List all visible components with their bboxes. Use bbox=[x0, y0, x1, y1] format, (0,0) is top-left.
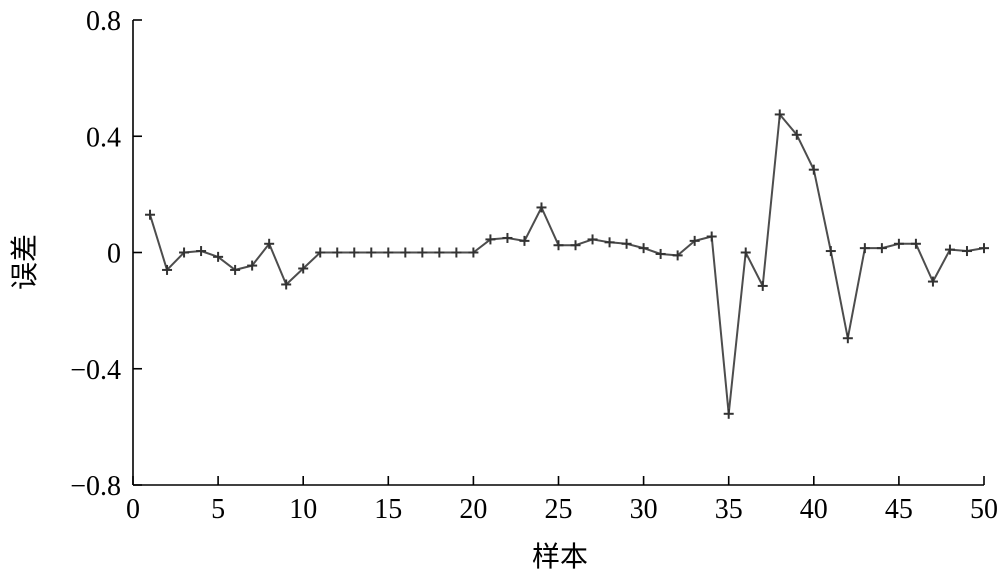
data-point-marker bbox=[570, 240, 581, 251]
data-point-marker bbox=[706, 231, 717, 242]
data-point-marker bbox=[859, 243, 870, 254]
data-point-marker bbox=[553, 240, 564, 251]
axes: 0.80.40−0.4−0.80 5 10 15 20 25 30 35 40 45 50 bbox=[70, 6, 998, 525]
x-tick-label: 40 bbox=[800, 494, 828, 525]
data-point-marker bbox=[434, 247, 445, 258]
x-tick-label: 35 bbox=[715, 494, 743, 525]
y-tick-label: −0.4 bbox=[70, 355, 121, 386]
x-tick-label: 45 bbox=[885, 494, 913, 525]
data-point-marker bbox=[979, 243, 989, 254]
data-point-marker bbox=[145, 209, 156, 220]
data-point-marker bbox=[689, 235, 700, 246]
data-point-marker bbox=[893, 238, 904, 249]
x-tick-label: 0 bbox=[126, 494, 140, 525]
data-point-marker bbox=[587, 234, 598, 245]
data-point-marker bbox=[247, 260, 258, 271]
data-point-marker bbox=[757, 280, 768, 291]
data-point-marker bbox=[774, 109, 785, 120]
x-axis-label: 样本 bbox=[532, 540, 588, 573]
data-point-marker bbox=[842, 333, 853, 344]
data-point-marker bbox=[230, 264, 241, 275]
data-point-marker bbox=[536, 202, 547, 213]
data-point-marker bbox=[876, 243, 887, 254]
data-point-marker bbox=[349, 247, 360, 258]
data-point-marker bbox=[808, 164, 819, 175]
x-tick-label: 15 bbox=[374, 494, 402, 525]
data-point-marker bbox=[383, 247, 394, 258]
data-point-marker bbox=[281, 279, 292, 290]
y-tick-label: −0.8 bbox=[70, 471, 121, 502]
x-tick-label: 5 bbox=[211, 494, 225, 525]
series-group bbox=[145, 109, 989, 419]
data-point-marker bbox=[927, 276, 938, 287]
y-tick-label: 0.8 bbox=[86, 6, 121, 37]
data-point-marker bbox=[621, 238, 632, 249]
data-point-marker bbox=[740, 247, 751, 258]
data-point-marker bbox=[502, 232, 513, 243]
y-tick-label: 0.4 bbox=[86, 122, 121, 153]
data-point-marker bbox=[655, 248, 666, 259]
data-point-marker bbox=[196, 246, 207, 257]
data-point-marker bbox=[604, 237, 615, 248]
data-point-marker bbox=[213, 251, 224, 262]
data-point-marker bbox=[468, 247, 479, 258]
data-point-marker bbox=[519, 235, 530, 246]
data-point-marker bbox=[179, 247, 190, 258]
data-point-marker bbox=[638, 243, 649, 254]
data-point-marker bbox=[162, 264, 173, 275]
x-tick-label: 20 bbox=[459, 494, 487, 525]
x-tick-label: 10 bbox=[289, 494, 317, 525]
y-axis-label: 误差 bbox=[8, 234, 41, 290]
data-point-marker bbox=[825, 246, 836, 257]
data-point-marker bbox=[366, 247, 377, 258]
data-point-marker bbox=[485, 234, 496, 245]
data-point-marker bbox=[264, 238, 275, 249]
y-tick-label: 0 bbox=[107, 239, 121, 270]
data-point-marker bbox=[910, 238, 921, 249]
data-point-marker bbox=[400, 247, 411, 258]
data-point-marker bbox=[315, 247, 326, 258]
x-tick-label: 30 bbox=[630, 494, 658, 525]
data-point-marker bbox=[417, 247, 428, 258]
x-tick-label: 50 bbox=[970, 494, 998, 525]
data-point-marker bbox=[672, 250, 683, 261]
data-point-marker bbox=[791, 129, 802, 140]
data-point-marker bbox=[298, 263, 309, 274]
x-tick-label: 25 bbox=[545, 494, 573, 525]
data-point-marker bbox=[961, 246, 972, 257]
series-line bbox=[149, 113, 985, 415]
data-point-marker bbox=[944, 244, 955, 255]
data-point-marker bbox=[451, 247, 462, 258]
data-point-marker bbox=[723, 408, 734, 419]
data-point-marker bbox=[332, 247, 343, 258]
